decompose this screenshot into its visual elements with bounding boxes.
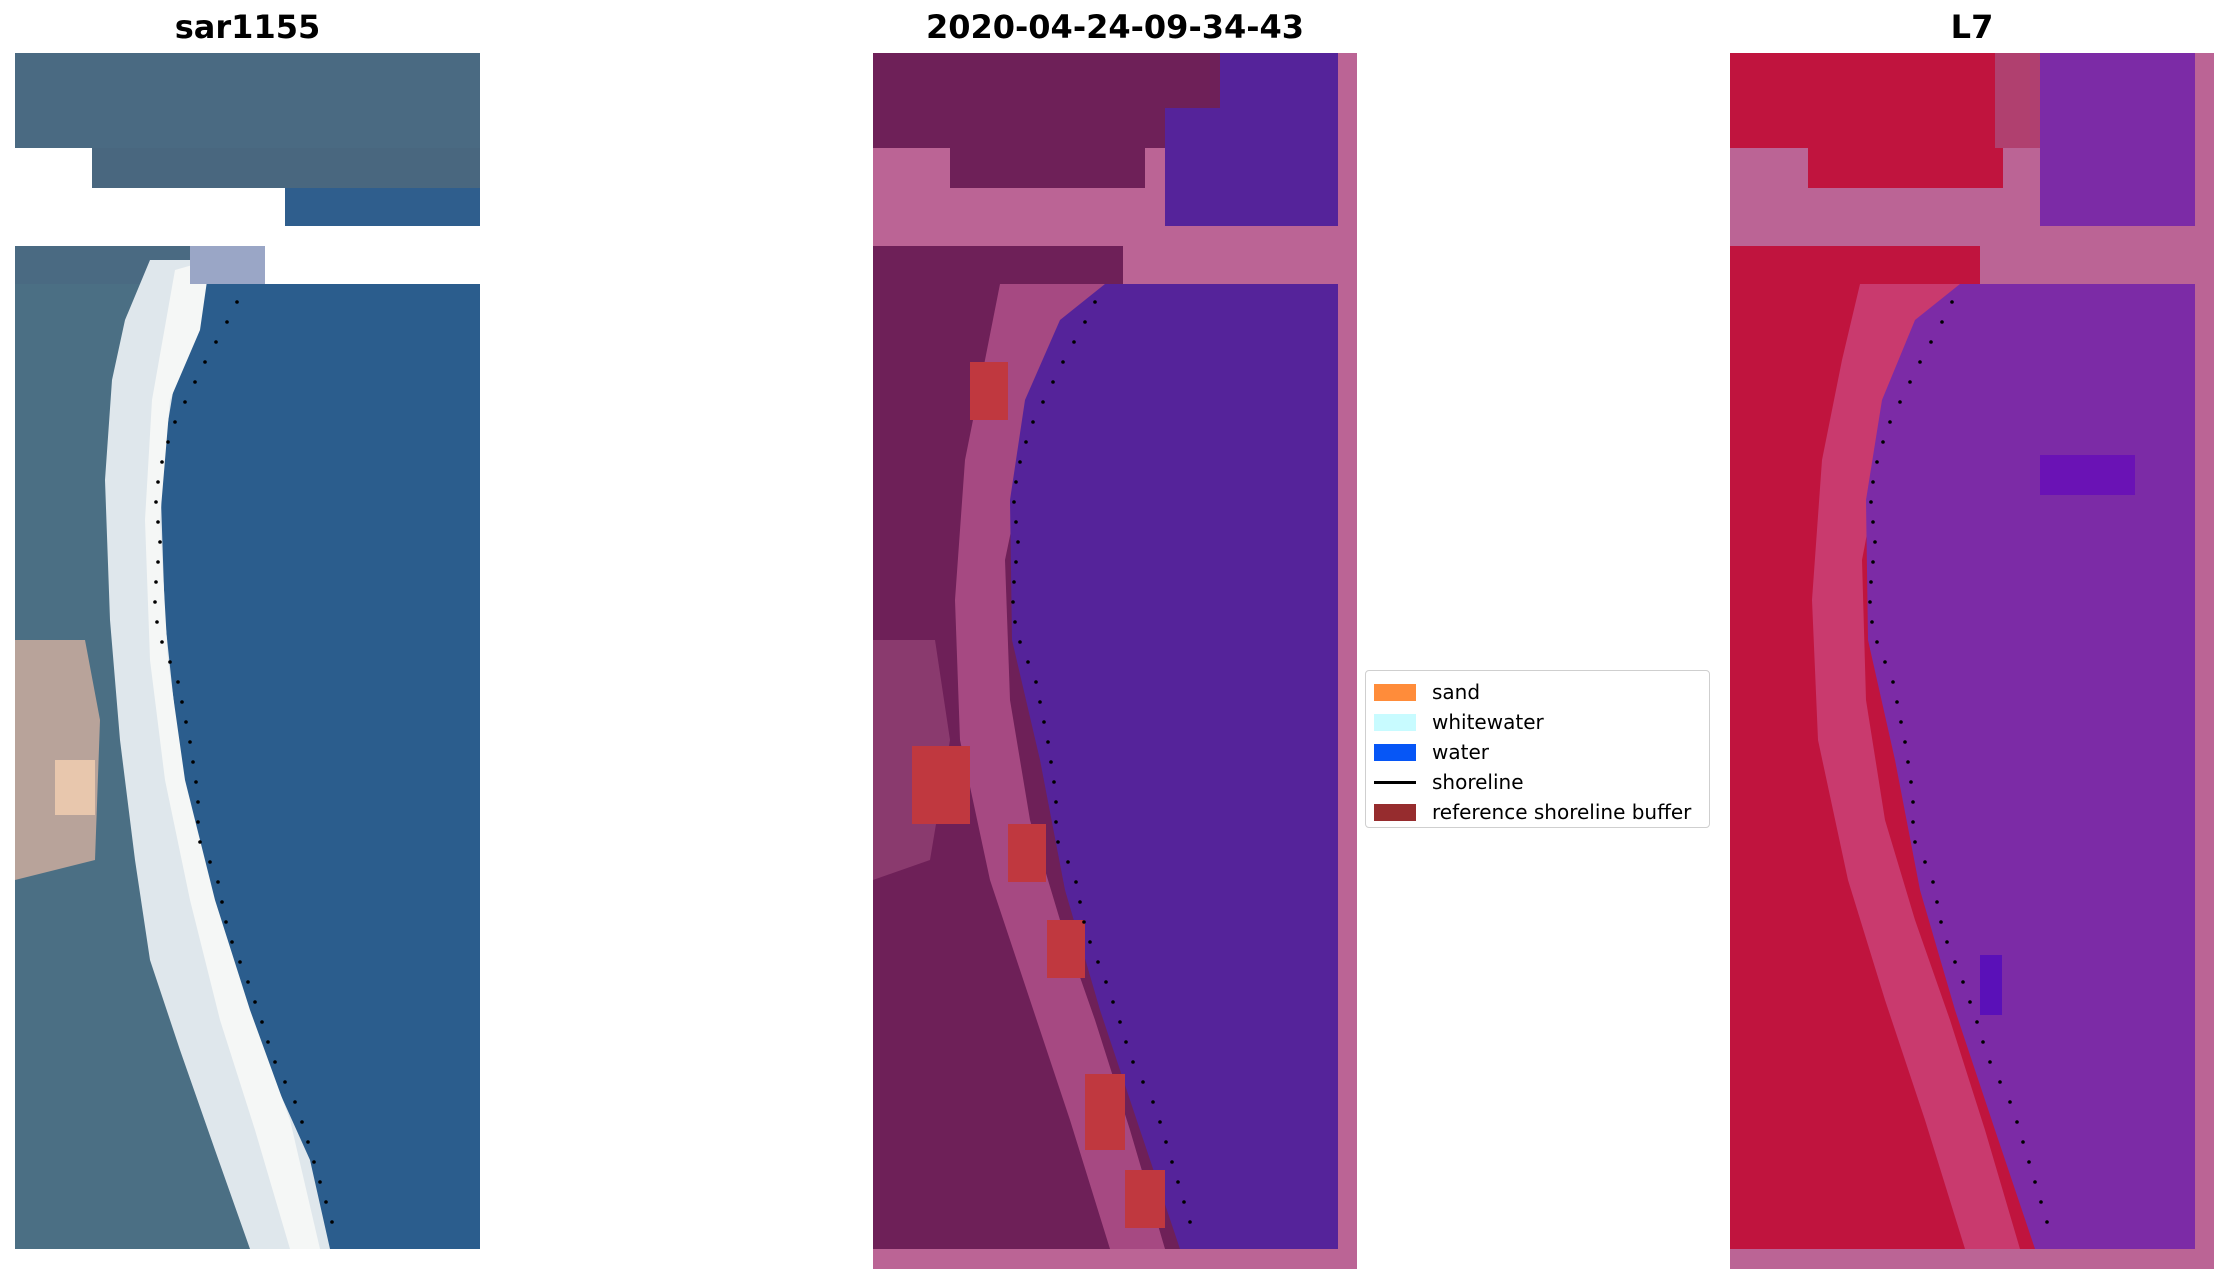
legend-swatch-whitewater: [1374, 713, 1416, 731]
legend-swatch-reference-buffer: [1374, 803, 1416, 821]
reference-buffer-cells: [912, 362, 1165, 1228]
legend-label-water: water: [1432, 740, 1489, 764]
legend-item-water: water: [1374, 737, 1701, 767]
legend-item-reference-buffer: reference shoreline buffer: [1374, 797, 1701, 827]
legend-label-sand: sand: [1432, 680, 1481, 704]
legend-swatch-sand: [1374, 683, 1416, 701]
legend-item-shoreline: shoreline: [1374, 767, 1701, 797]
panel-title-rgb: sar1155: [174, 8, 321, 46]
shoreline-dots-rgb: [153, 300, 334, 1224]
shoreline-dots-classification: [1011, 300, 1192, 1224]
legend-label-reference-buffer: reference shoreline buffer: [1432, 800, 1692, 824]
legend-item-sand: sand: [1374, 677, 1701, 707]
legend-label-whitewater: whitewater: [1432, 710, 1544, 734]
rgb-image-panel: [15, 53, 480, 1249]
legend-item-whitewater: whitewater: [1374, 707, 1701, 737]
legend: sand whitewater water shoreline referenc…: [1365, 670, 1710, 828]
legend-swatch-water: [1374, 743, 1416, 761]
classification-panel: [873, 53, 1357, 1269]
legend-line-shoreline: [1374, 780, 1416, 784]
ndwi-panel: [1730, 53, 2214, 1269]
panel-title-ndwi: L7: [1950, 8, 1994, 46]
legend-label-shoreline: shoreline: [1432, 770, 1524, 794]
shoreline-dots-ndwi: [1868, 300, 2049, 1224]
panel-title-classification: 2020-04-24-09-34-43: [925, 8, 1305, 46]
